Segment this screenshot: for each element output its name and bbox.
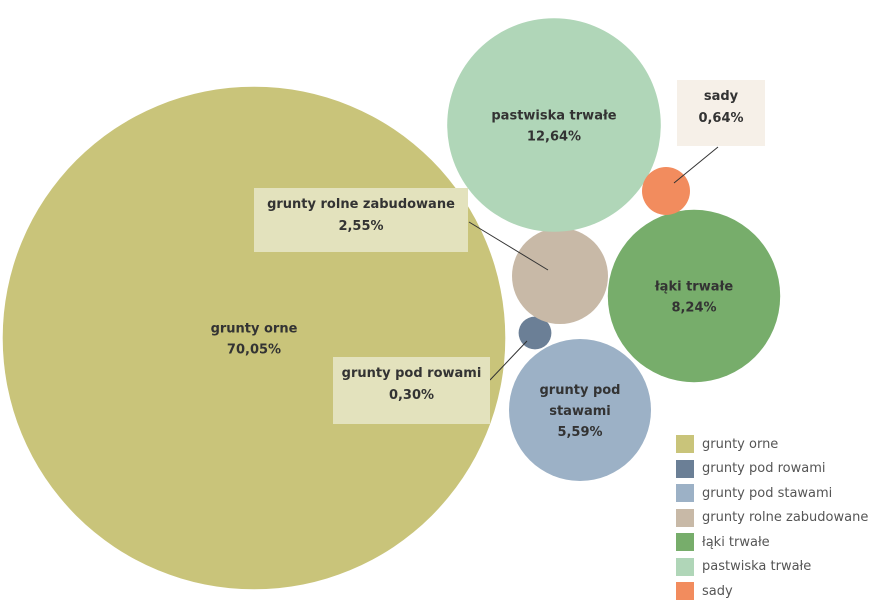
legend-label: łąki trwałe [702,534,770,550]
legend-item: grunty pod rowami [676,457,868,482]
bubble-name-label: łąki trwałe [654,280,733,295]
callout-value: 2,55% [338,219,384,234]
bubble-grunty-rolne-zabudowane [512,228,608,324]
legend-label: pastwiska trwałe [702,559,812,575]
bubble-name-label: pastwiska trwałe [491,109,616,124]
bubble-pastwiska-trwałe [447,18,661,232]
leader-line [673,146,719,184]
bubble-grunty-orne [2,86,506,590]
bubble-name-label: grunty orne [211,322,298,337]
callout-name: sady [703,89,739,104]
bubble-value-label: 12,64% [527,130,581,145]
legend-swatch [676,557,694,576]
callout-value: 0,30% [388,388,435,403]
callout-grunty-pod-rowami: grunty pod rowami 0,30% [333,357,490,424]
bubble-value-label: 70,05% [227,343,281,358]
legend-item: pastwiska trwałe [676,555,868,580]
legend-label: sady [702,583,733,599]
bubble-value-label: 8,24% [671,301,716,316]
callout-grunty-rolne-zabudowane: grunty rolne zabudowane 2,55% [254,188,468,252]
legend-label: grunty orne [702,436,779,452]
legend-item: grunty rolne zabudowane [676,506,868,531]
legend-swatch [676,533,694,552]
callout-name: grunty pod rowami [341,366,482,381]
legend-item: grunty orne [676,432,868,457]
legend-swatch [676,459,694,478]
legend-item: grunty pod stawami [676,481,868,506]
callout-sady: sady 0,64% [677,80,765,146]
legend-label: grunty pod rowami [702,461,826,477]
legend-item: sady [676,579,868,604]
callout-value: 0,64% [698,111,744,126]
legend-item: łąki trwałe [676,530,868,555]
legend-label: grunty pod stawami [702,485,833,501]
leader-line [468,221,549,271]
bubble-name-label: grunty pod [540,383,621,398]
legend-swatch [676,582,694,601]
legend: grunty orne grunty pod rowami grunty pod… [676,432,868,604]
legend-label: grunty rolne zabudowane [702,510,869,526]
bubble-value-label: 5,59% [557,425,602,440]
bubble-grunty-pod-stawami [509,339,651,481]
callout-name: grunty rolne zabudowane [267,197,455,212]
legend-swatch [676,484,694,503]
bubble-name-label: stawami [549,404,611,419]
leader-line [489,340,528,381]
legend-swatch [676,435,694,454]
legend-swatch [676,508,694,527]
bubble-łąki-trwałe [607,209,781,383]
bubble-sady [642,167,690,215]
